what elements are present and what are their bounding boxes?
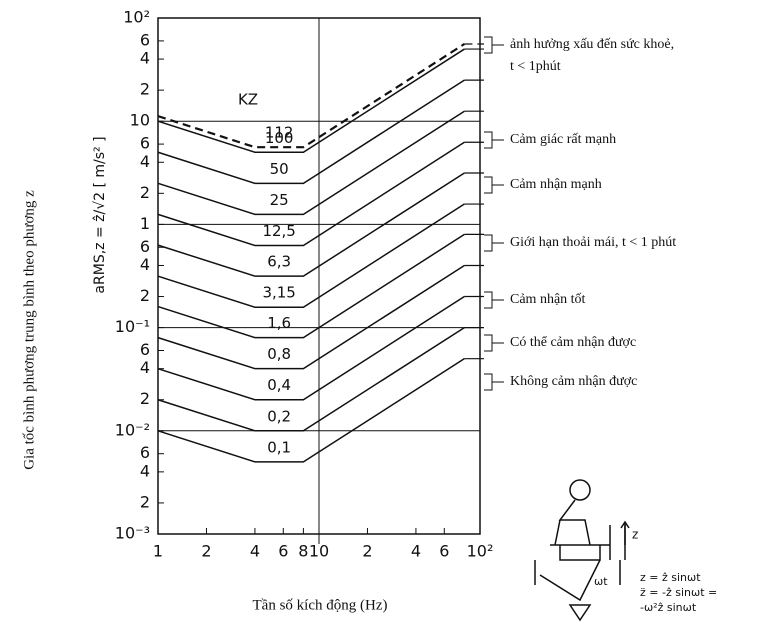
y-title: Gia tốc bình phương trung bình theo phươ… xyxy=(21,190,37,470)
figure-label: z xyxy=(632,528,638,542)
annotation-bracket xyxy=(484,37,504,53)
kz-label: 3,15 xyxy=(262,284,295,302)
y-tick-label: 2 xyxy=(140,80,150,99)
y-tick-label: 6 xyxy=(140,443,150,462)
y-tick-label: 4 xyxy=(140,461,150,480)
kz-line xyxy=(158,328,464,431)
y-tick-label: 10⁻² xyxy=(115,420,150,439)
x-label: Tần số kích động (Hz) xyxy=(253,597,388,613)
kz-line xyxy=(158,80,464,183)
x-tick-label: 6 xyxy=(439,542,449,561)
figure-label: ωt xyxy=(594,575,608,588)
y-tick-label: 2 xyxy=(140,286,150,305)
kz-line xyxy=(158,142,464,245)
y-tick-label: 2 xyxy=(140,183,150,202)
y-tick-label: 10 xyxy=(130,111,150,130)
kz-label: 12,5 xyxy=(262,222,295,240)
y-tick-label: 6 xyxy=(140,30,150,49)
kz-line xyxy=(158,297,464,400)
kz-label: 112 xyxy=(265,124,294,142)
annotation: Có thể cảm nhận được xyxy=(510,335,636,350)
figure-label: -ω²ẑ sinωt xyxy=(640,601,697,614)
annotation-bracket xyxy=(484,132,504,148)
annotation-bracket xyxy=(484,292,504,308)
figure-label: z = ẑ sinωt xyxy=(640,571,701,584)
x-tick-label: 4 xyxy=(250,542,260,561)
annotation-bracket xyxy=(484,335,504,351)
kz-label: 0,8 xyxy=(267,345,291,363)
x-tick-label: 2 xyxy=(362,542,372,561)
x-tick-label: 6 xyxy=(278,542,288,561)
y-tick-label: 6 xyxy=(140,134,150,153)
annotation: Không cảm nhận được xyxy=(510,374,637,389)
kz-line xyxy=(158,265,464,368)
kz-label: 1,6 xyxy=(267,314,291,332)
kz-line xyxy=(158,49,464,152)
y-tick-label: 4 xyxy=(140,358,150,377)
y-tick-label: 4 xyxy=(140,152,150,171)
y-tick-label: 6 xyxy=(140,237,150,256)
y-tick-label: 2 xyxy=(140,389,150,408)
x-tick-label: 10² xyxy=(467,542,494,561)
y-tick-label: 6 xyxy=(140,340,150,359)
chart: Gia tốc bình phương trung bình theo phươ… xyxy=(0,0,763,632)
annotation: t < 1phút xyxy=(510,59,561,74)
kz-label: 50 xyxy=(270,160,289,178)
x-tick-label: 8 xyxy=(298,542,308,561)
kz-line xyxy=(158,234,464,337)
x-tick-label: 4 xyxy=(411,542,421,561)
annotation: Cảm giác rất mạnh xyxy=(510,132,616,147)
legend-title: KZ xyxy=(238,91,258,109)
x-tick-label: 1 xyxy=(153,542,163,561)
y-tick-label: 10² xyxy=(123,8,150,27)
y-tick-label: 4 xyxy=(140,255,150,274)
y-tick-label: 10⁻³ xyxy=(115,524,150,543)
y-label: aRMS,z = ẑ/√2 [ m/s² ] xyxy=(92,136,108,293)
kz-line xyxy=(158,44,464,147)
kz-label: 25 xyxy=(270,191,289,209)
annotation: Giới hạn thoải mái, t < 1 phút xyxy=(510,235,676,250)
annotation: Cảm nhận tốt xyxy=(510,292,586,307)
y-tick-label: 2 xyxy=(140,492,150,511)
y-tick-label: 4 xyxy=(140,49,150,68)
kz-label: 6,3 xyxy=(267,253,291,271)
kz-label: 0,4 xyxy=(267,376,291,394)
y-tick-label: 10⁻¹ xyxy=(115,317,150,336)
annotation-bracket xyxy=(484,374,504,390)
annotation-bracket xyxy=(484,235,504,251)
figure xyxy=(535,480,629,620)
annotation: ảnh hưởng xấu đến sức khoẻ, xyxy=(510,37,674,52)
annotation-bracket xyxy=(484,177,504,193)
annotation: Cảm nhận mạnh xyxy=(510,177,602,192)
y-tick-label: 1 xyxy=(140,214,150,233)
x-tick-label: 2 xyxy=(201,542,211,561)
kz-line xyxy=(158,359,464,462)
kz-line xyxy=(158,204,464,307)
figure-label: z̈ = -ẑ sinωt = xyxy=(640,586,717,599)
x-tick-label: 10 xyxy=(309,542,329,561)
kz-label: 0,2 xyxy=(267,407,291,425)
kz-label: 0,1 xyxy=(267,438,291,456)
kz-line xyxy=(158,111,464,214)
